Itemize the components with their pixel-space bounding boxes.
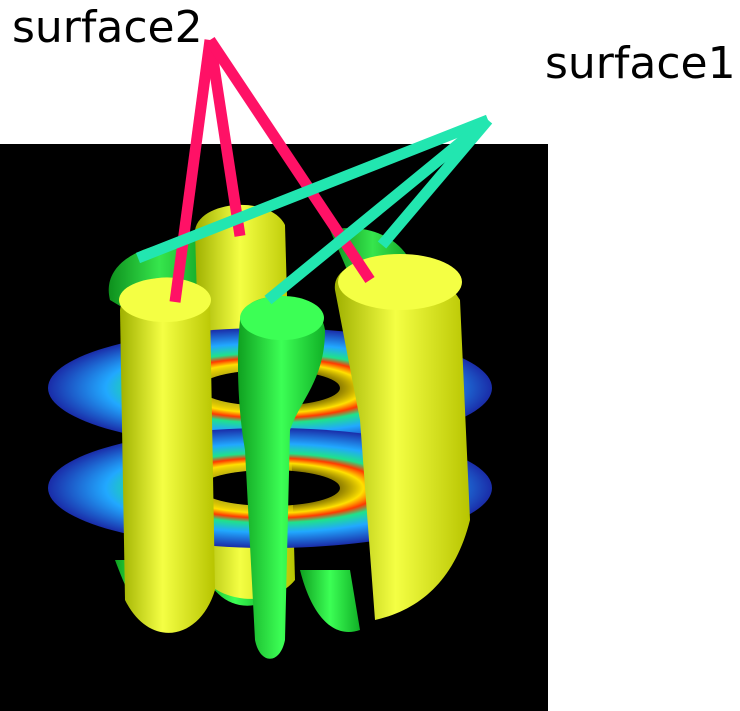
surface2-tube-left: [120, 277, 215, 633]
surface1-leader-lines: [135, 114, 493, 305]
surface1-tube-center: [237, 296, 325, 659]
surface2-label: surface2: [12, 2, 203, 53]
surface1-label: surface1: [545, 38, 736, 89]
surface2-tube-right: [334, 261, 470, 620]
surface1-lower-right: [300, 570, 360, 632]
